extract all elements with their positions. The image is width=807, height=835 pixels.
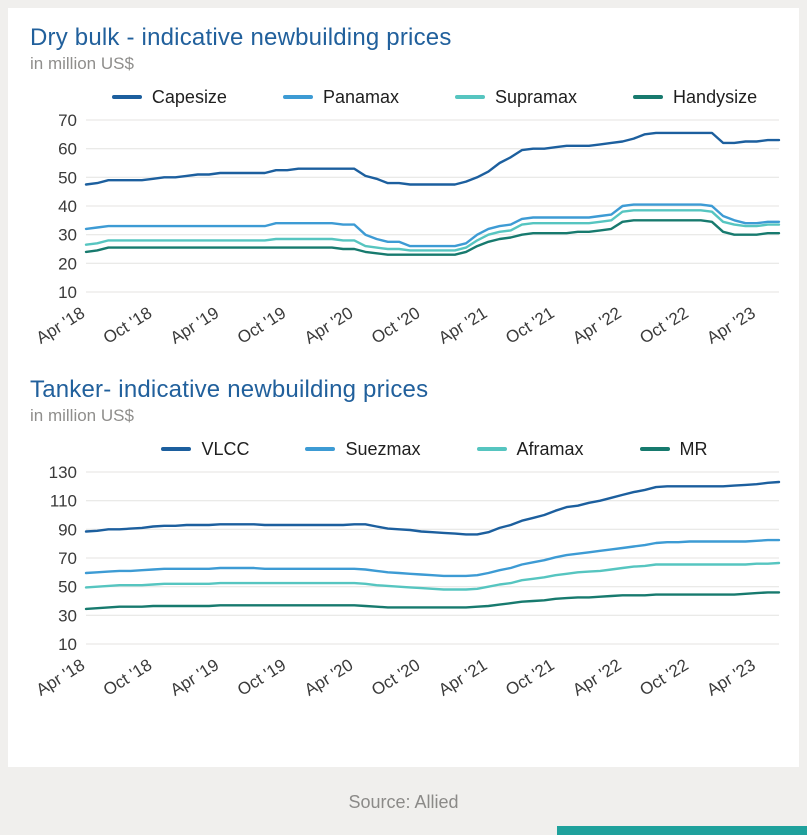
x-axis-tick-oct-18: Oct '18 [100, 303, 155, 347]
x-axis-tick-apr-18: Apr '18 [33, 656, 88, 700]
x-axis-tick-apr-22: Apr '22 [569, 303, 624, 347]
tanker-chart-card: Tanker- indicative newbuilding prices in… [8, 364, 799, 716]
y-axis-tick-70: 70 [58, 112, 77, 130]
legend-label-handysize: Handysize [673, 86, 758, 107]
legend-label-capesize: Capesize [151, 86, 227, 107]
accent-bar [557, 826, 807, 835]
y-axis-tick-130: 130 [49, 464, 77, 482]
legend-label-mr: MR [679, 438, 708, 459]
footer: Source: Allied [0, 767, 807, 835]
legend-swatch-supramax [455, 95, 485, 100]
y-axis-tick-60: 60 [58, 140, 77, 159]
x-axis-tick-oct-20: Oct '20 [368, 656, 423, 700]
y-axis-tick-30: 30 [58, 226, 77, 245]
y-axis-tick-10: 10 [58, 283, 77, 302]
series-line-mr [84, 591, 781, 611]
y-axis-tick-40: 40 [58, 197, 77, 216]
legend-label-supramax: Supramax [495, 86, 578, 107]
x-axis-tick-apr-18: Apr '18 [33, 303, 88, 347]
source-credit: Source: Allied [348, 792, 459, 812]
y-axis-tick-30: 30 [58, 607, 77, 626]
legend-item-vlcc: VLCC [161, 439, 249, 460]
legend-swatch-handysize [633, 95, 664, 100]
x-axis-tick-apr-20: Apr '20 [301, 656, 356, 700]
x-axis-tick-apr-22: Apr '22 [569, 656, 624, 700]
dry-bulk-chart-title: Dry bulk - indicative newbuilding prices [30, 24, 452, 51]
y-axis-tick-90: 90 [58, 521, 77, 540]
legend-label-panamax: Panamax [322, 86, 399, 107]
legend-item-mr: MR [639, 438, 708, 460]
series-line-aframax [84, 562, 781, 592]
legend-item-suezmax: Suezmax [305, 438, 421, 460]
y-axis-tick-50: 50 [58, 168, 77, 187]
charts-panel: Dry bulk - indicative newbuilding prices… [8, 8, 799, 767]
tanker-legend: VLCC Suezmax Aframax MR [30, 426, 793, 462]
dry-bulk-chart: 10 20 30 40 50 60 70 Apr '18 Oct '18 Apr '19 Oct '… [33, 112, 781, 348]
tanker-chart: 10 30 50 70 90 110 130 Apr '18 Oct '18 Apr '19 Oct… [33, 464, 781, 700]
legend-item-capesize: Capesize [111, 86, 227, 108]
legend-swatch-panamax [282, 95, 313, 100]
legend-label-aframax: Aframax [516, 438, 584, 459]
series-line-suezmax [84, 539, 781, 578]
x-axis-tick-apr-21: Apr '21 [435, 303, 490, 347]
legend-item-aframax: Aframax [476, 438, 584, 460]
y-axis-tick-70: 70 [58, 549, 77, 568]
legend-swatch-suezmax [305, 447, 336, 452]
tanker-chart-subtitle: in million US$ [30, 405, 134, 425]
series-line-vlcc [84, 481, 781, 536]
legend-item-handysize: Handysize [633, 87, 757, 108]
x-axis-tick-oct-22: Oct '22 [636, 303, 691, 347]
y-axis-tick-10: 10 [58, 635, 77, 654]
x-axis-tick-oct-19: Oct '19 [234, 303, 289, 347]
x-axis-tick-oct-21: Oct '21 [502, 656, 557, 700]
series-line-capesize [84, 131, 781, 186]
legend-swatch-vlcc [161, 447, 192, 452]
x-axis-tick-oct-19: Oct '19 [234, 656, 289, 700]
x-axis-tick-apr-19: Apr '19 [167, 303, 222, 347]
legend-item-supramax: Supramax [455, 87, 577, 108]
x-axis-tick-apr-23: Apr '23 [703, 303, 758, 347]
legend-swatch-capesize [111, 95, 142, 100]
tanker-chart-title: Tanker- indicative newbuilding prices [30, 376, 429, 404]
x-axis-tick-oct-18: Oct '18 [100, 656, 155, 700]
series-line-handysize [84, 219, 781, 257]
y-axis-tick-50: 50 [58, 578, 77, 597]
x-axis-tick-oct-20: Oct '20 [368, 303, 423, 347]
legend-swatch-aframax [476, 447, 507, 452]
legend-item-panamax: Panamax [282, 86, 399, 108]
dry-bulk-chart-subtitle: in million US$ [30, 53, 134, 73]
x-axis-tick-apr-23: Apr '23 [703, 656, 758, 700]
legend-label-suezmax: Suezmax [345, 438, 421, 459]
y-axis-tick-110: 110 [50, 492, 77, 511]
y-axis-tick-20: 20 [58, 254, 77, 273]
series-line-supramax [84, 209, 781, 252]
x-axis-tick-apr-21: Apr '21 [435, 656, 490, 700]
dry-bulk-legend: Capesize Panamax Supramax Handysize [30, 74, 793, 110]
x-axis-tick-apr-19: Apr '19 [167, 656, 222, 700]
x-axis-tick-oct-21: Oct '21 [502, 303, 557, 347]
legend-label-vlcc: VLCC [201, 438, 250, 459]
dry-bulk-chart-card: Dry bulk - indicative newbuilding prices… [8, 8, 799, 364]
x-axis-tick-oct-22: Oct '22 [636, 656, 691, 700]
legend-swatch-mr [639, 447, 670, 452]
x-axis-tick-apr-20: Apr '20 [301, 303, 356, 347]
series-line-panamax [84, 203, 781, 248]
